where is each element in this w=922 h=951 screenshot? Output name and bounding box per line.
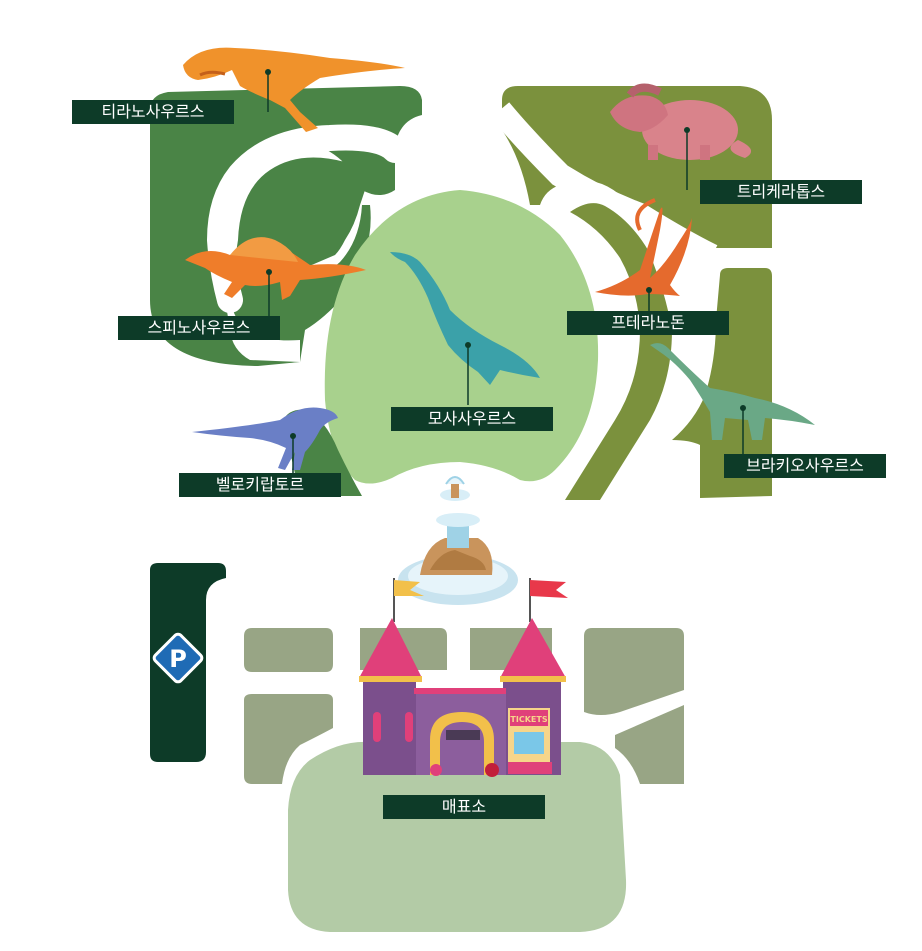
mosasaurus-icon	[390, 252, 540, 405]
plaza-block	[244, 694, 333, 784]
zone-label-mosasaurus[interactable]: 모사사우르스	[391, 407, 553, 431]
castle-icon[interactable]: TICKETS	[359, 578, 568, 777]
tickets-sign: TICKETS	[510, 715, 547, 724]
zone-label-spinosaurus[interactable]: 스피노사우르스	[118, 316, 280, 340]
pteranodon-icon	[595, 198, 692, 312]
zone-label-tyrannosaurus[interactable]: 티라노사우르스	[72, 100, 234, 124]
tyrannosaurus-path	[206, 124, 408, 313]
ticket-plaza[interactable]	[288, 741, 627, 932]
tyrannosaurus-zone[interactable]	[150, 86, 422, 365]
zone-label-triceratops[interactable]: 트리케라톱스	[700, 180, 862, 204]
parking-symbol: P	[169, 645, 187, 673]
spinosaurus-icon	[185, 237, 366, 316]
triceratops-icon	[610, 83, 752, 190]
tyrannosaurus-icon	[183, 47, 405, 132]
zone-label-pteranodon[interactable]: 프테라노돈	[567, 311, 729, 335]
plaza-block	[244, 628, 333, 672]
parking-sign[interactable]: P	[152, 632, 204, 684]
brachiosaurus-zone[interactable]	[672, 268, 772, 498]
ticket-office-label[interactable]: 매표소	[383, 795, 545, 819]
plaza-block	[584, 628, 684, 715]
plaza-block	[615, 705, 684, 784]
triceratops-road	[490, 102, 718, 267]
velociraptor-icon	[192, 407, 338, 474]
zone-label-brachiosaurus[interactable]: 브라키오사우르스	[724, 454, 886, 478]
zone-label-velociraptor[interactable]: 벨로키랍토르	[179, 473, 341, 497]
brachiosaurus-icon	[650, 343, 815, 454]
fountain-icon	[398, 476, 518, 605]
